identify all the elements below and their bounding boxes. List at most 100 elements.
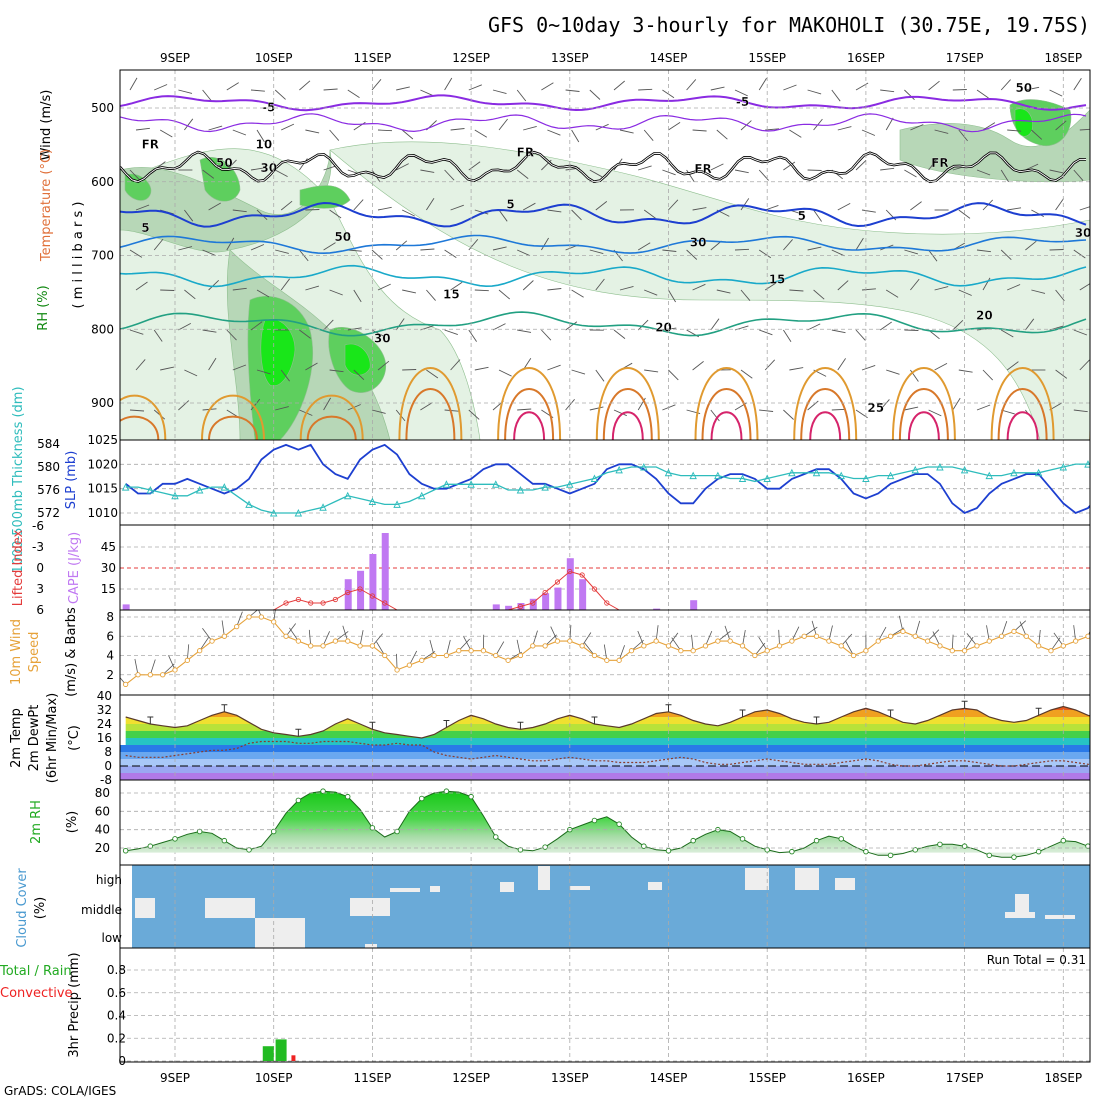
wind-barb [1025,318,1035,331]
isotherm-dome [497,367,562,440]
wind-barb [861,288,876,291]
top-date-15SEP: 15SEP [748,51,786,65]
wind-barb [837,358,846,371]
slp-tick-1015: 1015 [87,482,118,496]
wind-marker [1035,643,1042,649]
wind-barb [329,209,342,219]
thickness-marker [1010,468,1018,477]
rh-marker [468,793,474,800]
wind-barb [323,242,336,251]
wind-barb [631,639,644,651]
lifted-tick-6: 6 [36,603,44,617]
wind-marker [172,667,178,673]
wind-barb [153,329,163,342]
wind-barb [232,129,247,136]
wind-barb [420,169,435,173]
wind-barb [532,630,538,646]
wind-barb [914,620,921,637]
lifted-marker [295,596,301,603]
isotherm-dome [800,388,851,440]
wind-barb [1055,120,1067,131]
bottom-date-14SEP: 14SEP [650,1071,688,1085]
wind-barb [256,129,265,143]
wind-marker [369,643,376,649]
wind-barb [904,329,919,331]
wind-barb [160,289,175,291]
cape-tick-45: 45 [101,540,116,554]
wind-barb [184,369,198,377]
contour-label: 25 [867,401,884,415]
contour-label: 30 [260,161,277,175]
wind-barb [717,630,731,642]
wind-barb [742,630,746,646]
wind-barb [837,203,851,211]
wind-barb [492,323,506,331]
bottom-date-12SEP: 12SEP [452,1071,490,1085]
wind-barb [359,630,364,646]
wind-barb [129,249,143,258]
wind-barb [154,84,168,91]
wind-marker [776,643,783,649]
wind-barb [584,642,595,656]
slp-frame [119,439,1091,526]
wind-barb [789,129,802,138]
precip-total-bar [275,1039,287,1061]
rh-marker [147,843,154,849]
contour-label: 30 [1075,226,1092,240]
wind-marker [912,633,918,639]
rh-marker [813,837,820,844]
wind-barb [759,329,773,336]
precip-tick-0.6: 0.6 [107,986,126,1000]
lifted-marker [382,600,388,606]
wind-barb [547,129,561,136]
wind-plot [120,610,1090,695]
cape-bar [505,605,513,610]
wind-barb [904,89,915,101]
wind-marker [665,643,672,649]
rh-marker [912,847,919,853]
wind-barb [861,364,876,371]
isotherm-dome [694,367,759,440]
wind-barb [734,169,749,174]
rh-shading [329,141,1090,440]
wind-barb [759,409,774,412]
isotherm-dome [891,367,956,440]
wind-barb [468,239,479,251]
wind-marker [702,643,709,649]
wind-barb [208,279,220,291]
rh-marker [172,836,178,842]
wind-barb [855,237,864,251]
wind-barb [885,289,899,298]
thickness-marker [886,471,895,480]
wind-marker [653,638,659,644]
top-date-16SEP: 16SEP [847,51,885,65]
wind-marker [826,638,832,644]
cape-tick-30: 30 [101,561,116,575]
wind-marker [678,648,684,654]
wind-barb [208,357,217,371]
isotherm-dome [898,388,949,440]
wind-barb [952,89,967,91]
wind-marker [739,643,746,649]
thickness-marker [492,480,500,488]
wind-barb [135,127,150,131]
wind-barb [377,206,392,211]
wind-barb [280,200,293,211]
wind-barb [861,209,876,213]
wind-barb [637,630,645,647]
wind-barb [305,209,320,211]
wind-barb [421,651,436,661]
wind-barb [637,242,651,251]
bottom-date-9SEP: 9SEP [160,1071,190,1085]
wind-barb [160,366,174,371]
wind-barb [184,209,194,222]
wind-marker [1023,633,1029,639]
contour-label: 20 [976,309,993,323]
wind-tick-8: 8 [106,610,114,624]
wind-barb [1073,249,1086,259]
ylabel-cloud-cover: Cloud Cover [15,868,30,948]
cloud-plot [135,865,1075,948]
wind-barb [668,122,681,131]
rh-marker [961,843,968,849]
